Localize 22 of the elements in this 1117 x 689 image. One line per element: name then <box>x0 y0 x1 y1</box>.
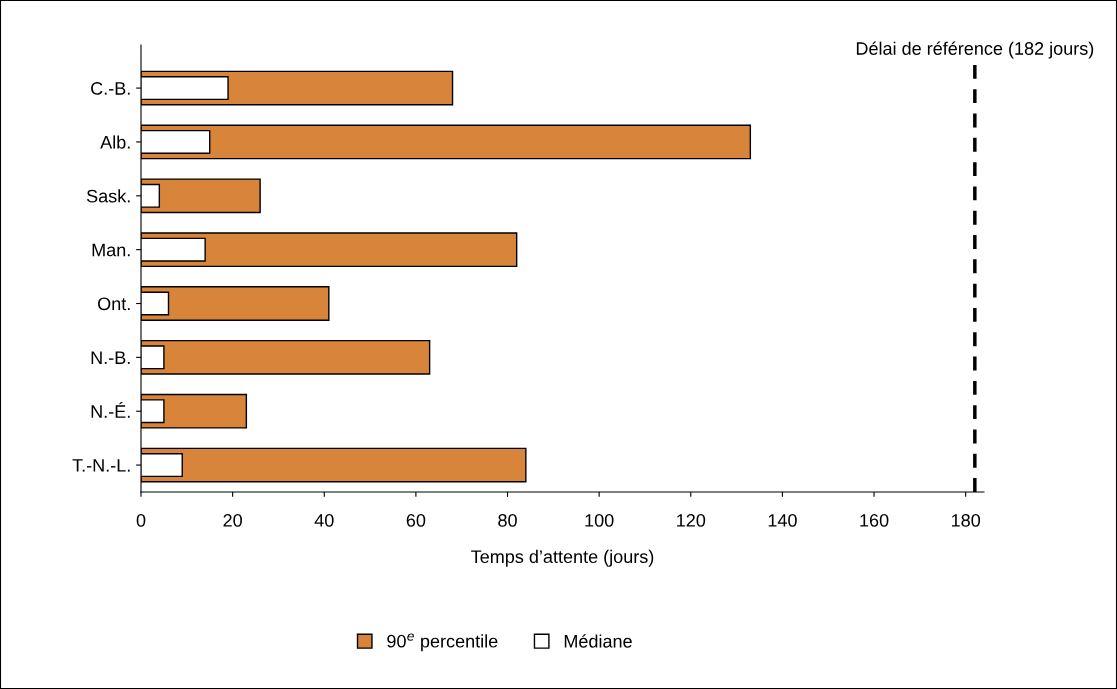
y-tick-label: Alb. <box>100 135 130 149</box>
y-tick-label: C.-B. <box>91 82 130 95</box>
x-tick-label: 160 <box>860 514 889 527</box>
y-tick-label: Ont. <box>98 297 130 311</box>
x-axis-title: Temps d’attente (jours) <box>471 549 654 567</box>
x-tick-label: 140 <box>768 514 797 527</box>
x-tick-label: 40 <box>314 514 334 527</box>
y-tick-label: Sask. <box>86 189 130 203</box>
x-tick-label: 180 <box>951 514 981 527</box>
ref-line-label: Délai de référence (182 jours) <box>856 41 1094 59</box>
x-tick-label: 60 <box>406 514 426 527</box>
y-tick-label: N.-B. <box>91 351 130 364</box>
x-tick-label: 100 <box>585 514 614 527</box>
y-tick-label: T.-N.-L. <box>72 459 130 472</box>
legend-label: Médiane <box>564 634 632 648</box>
legend-label: 90$^{e}$ percentile <box>387 633 498 652</box>
y-tick-label: N.-É. <box>91 402 130 418</box>
x-tick-label: 120 <box>677 514 706 527</box>
x-tick-label: 20 <box>223 514 242 527</box>
x-tick-label: 80 <box>498 514 517 527</box>
x-tick-label: 0 <box>136 514 146 527</box>
y-tick-label: Man. <box>92 243 130 257</box>
